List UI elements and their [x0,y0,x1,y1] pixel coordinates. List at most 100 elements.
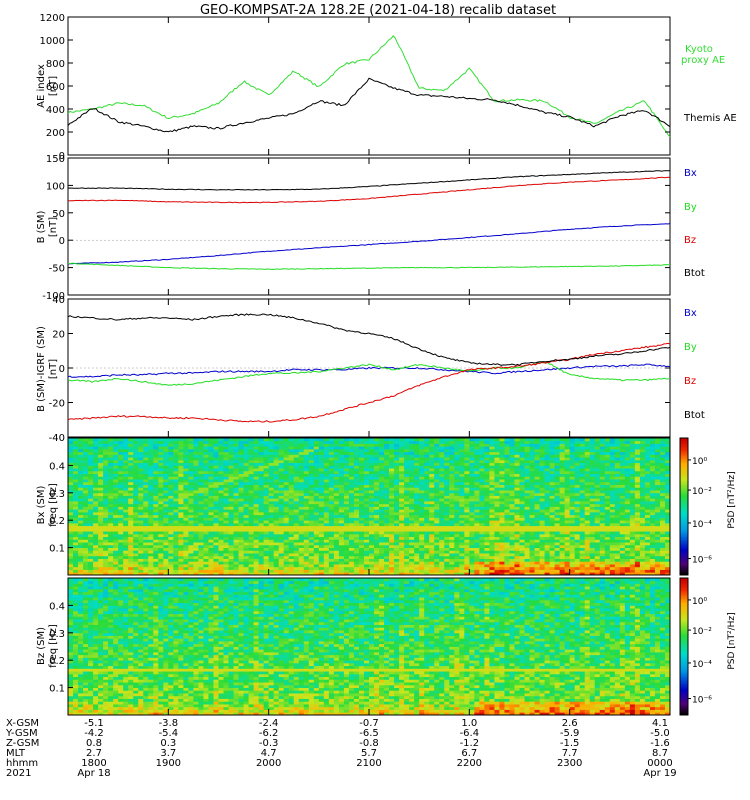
spectrogram-cell [343,481,350,485]
spectrogram-cell [223,544,229,548]
spectrogram-cell [504,468,510,472]
spectrogram-cell [489,459,495,464]
spectrogram-cell [243,517,249,521]
spectrogram-cell [539,454,545,458]
spectrogram-cell [389,457,395,461]
spectrogram-cell [384,533,390,538]
spectrogram-cell [519,569,525,573]
spectrogram-cell [509,539,515,543]
spectrogram-cell [173,558,179,562]
spectrogram-cell [143,544,149,548]
spectrogram-cell [454,547,460,551]
spectrogram-cell [218,446,224,450]
spectrogram-cell [509,533,515,538]
spectrogram-cell [258,490,265,494]
spectrogram-cell [464,490,470,494]
spectrogram-cell [474,531,480,535]
spectrogram-cell [173,498,179,502]
spectrogram-cell [93,531,99,535]
spectrogram-cell [439,462,445,466]
spectrogram-cell [273,454,280,458]
spectrogram-cell [193,487,199,491]
spectrogram-cell [399,544,405,548]
spectrogram-cell [253,501,260,505]
spectrogram-cell [318,539,325,543]
spectrogram-cell [499,465,505,469]
spectrogram-cell [168,528,174,532]
spectrogram-cell [128,564,134,568]
spectrogram-cell [203,547,209,551]
spectrogram-cell [128,550,134,554]
spectrogram-cell [93,553,99,557]
spectrogram-cell [253,517,260,521]
spectrogram-cell [399,487,405,491]
spectrogram-cell [489,555,495,559]
spectrogram-cell [409,550,415,554]
spectrogram-cell [303,490,310,494]
spectrogram-cell [233,454,239,458]
spectrogram-cell [283,476,290,480]
spectrogram-cell [519,572,525,576]
spectrogram-cell [193,520,199,524]
spectrogram-cell [308,506,315,510]
spectrogram-cell [489,448,495,453]
spectrogram-cell [323,438,330,442]
spectrogram-cell [414,462,420,466]
spectrogram-cell [539,459,545,464]
spectrogram-cell [148,448,154,453]
spectrogram-cell [424,544,430,548]
spectrogram-cell [539,547,545,551]
spectrogram-cell [549,539,556,543]
spectrogram-cell [78,528,84,532]
spectrogram-cell [248,446,255,450]
spectrogram-cell [103,468,109,472]
spectrogram-cell [499,550,505,554]
spectrogram-cell [409,539,415,543]
spectrogram-cell [333,473,340,477]
spectrogram-cell [173,468,179,472]
spectrogram-cell [253,459,260,464]
spectrogram-cell [203,520,209,524]
spectrogram-cell [509,569,515,573]
spectrogram-cell [459,566,465,570]
spectrogram-cell [98,462,104,466]
spectrogram-cell [358,542,365,546]
spectrogram-cell [308,547,315,551]
spectrogram-cell [454,454,460,458]
spectrogram-cell [484,542,490,546]
spectrogram-cell [534,555,540,559]
spectrogram-cell [108,503,114,507]
spectrogram-cell [178,495,184,499]
spectrogram-cell [389,572,395,576]
spectrogram-cell [128,481,134,485]
spectrogram-cell [253,479,260,483]
spectrogram-cell [183,558,189,562]
spectrogram-cell [434,495,440,499]
spectrogram-cell [268,536,275,540]
spectrogram-cell [88,479,94,483]
spectrogram-cell [93,451,99,455]
spectrogram-cell [399,465,405,469]
spectrogram-cell [258,531,265,535]
spectrogram-cell [434,555,440,559]
spectrogram-cell [449,509,455,513]
spectrogram-cell [509,542,515,546]
spectrogram-cell [469,465,475,469]
spectrogram-cell [83,476,89,480]
spectrogram-cell [318,462,325,466]
spectrogram-cell [78,448,84,453]
spectrogram-cell [353,501,360,505]
spectrogram-cell [539,555,545,559]
spectrogram-cell [313,454,320,458]
spectrogram-cell [469,542,475,546]
spectrogram-cell [188,462,194,466]
spectrogram-cell [394,451,400,455]
spectrogram-cell [384,446,390,450]
spectrogram-cell [369,473,375,477]
spectrogram-cell [414,525,420,529]
spectrogram-cell [233,495,239,499]
spectrogram-cell [208,457,214,461]
spectrogram-cell [188,514,194,518]
spectrogram-cell [118,448,124,453]
spectrogram-cell [529,503,535,507]
